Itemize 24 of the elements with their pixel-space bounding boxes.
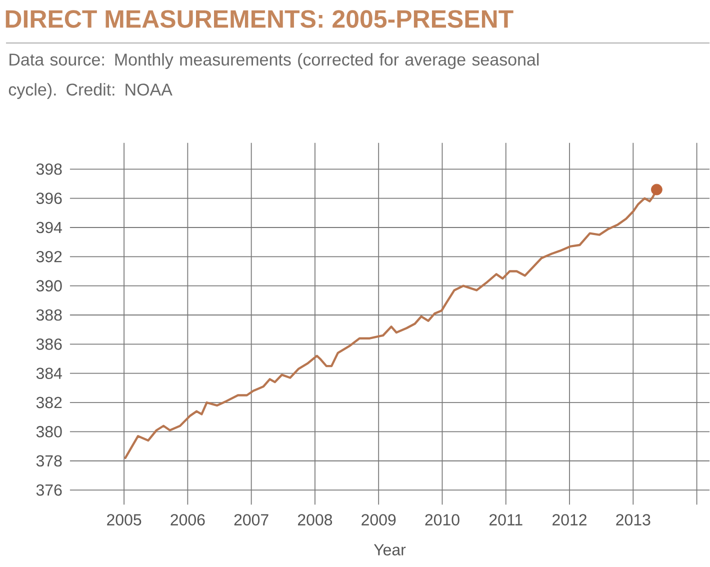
x-tick-label: 2005 [107,514,142,526]
x-tick-label: 2013 [616,514,650,526]
y-tick-label: 398 [36,164,62,176]
y-tick-label: 380 [36,426,62,438]
y-tick-label: 386 [36,338,62,350]
x-tick-label: 2008 [298,514,332,526]
x-tick-label: 2009 [362,514,396,526]
y-tick-label: 392 [36,251,62,263]
y-tick-label: 394 [36,222,62,234]
y-tick-label: 382 [36,397,62,408]
x-tick-label: 2012 [552,514,586,526]
y-tick-label: 390 [36,280,62,292]
x-tick-label: 2006 [170,514,205,526]
x-tick-label: 2010 [425,514,460,526]
y-tick-label: 378 [36,455,62,467]
y-tick-label: 388 [36,310,62,321]
y-tick-label: 376 [36,484,62,496]
x-tick-label: 2007 [234,514,268,526]
y-tick-label: 384 [36,368,62,380]
x-tick-label: 2011 [489,514,522,526]
chart-title: DIRECT MEASUREMENTS: 2005-PRESENT [6,10,514,28]
y-tick-label: 396 [36,192,62,204]
x-axis-title: Year [374,544,406,556]
chart-subtitle: Data source: Monthly measurements (corrected for average seasonal cycle). Credit: NOAA [8,53,539,100]
